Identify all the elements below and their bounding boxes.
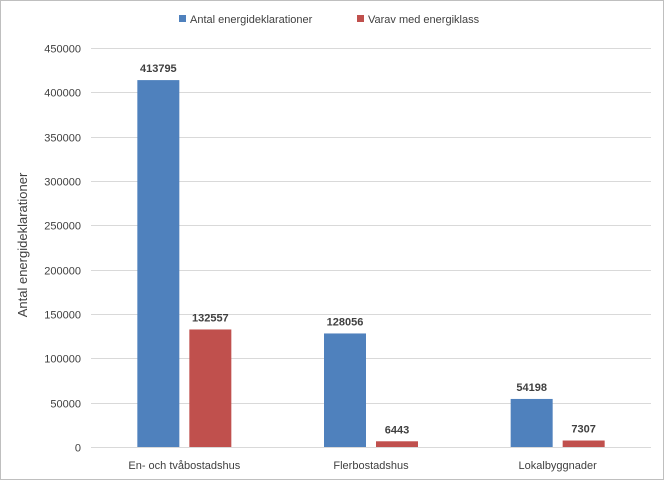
y-tick-label: 50000	[50, 399, 81, 411]
bar	[562, 440, 605, 447]
y-tick-label: 250000	[44, 221, 81, 233]
bar	[510, 398, 553, 447]
y-tick-label: 350000	[44, 133, 81, 145]
legend-label: Varav med energiklass	[368, 14, 480, 26]
legend-swatch	[179, 15, 186, 22]
data-label: 7307	[571, 424, 595, 436]
legend: Antal energideklarationer Varav med energ…	[179, 14, 480, 26]
x-tick-label: Lokalbyggnader	[519, 460, 598, 472]
data-label: 413795	[140, 63, 177, 75]
bar	[189, 329, 232, 447]
data-label: 128056	[327, 316, 364, 328]
y-tick-label: 450000	[44, 44, 81, 56]
labels: 0 50000 100000 150000 200000 250000 300000 3500…	[44, 44, 597, 473]
x-tick-label: Flerbostadshus	[333, 460, 409, 472]
bar	[137, 80, 180, 447]
y-tick-label: 400000	[44, 88, 81, 100]
y-tick-label: 150000	[44, 310, 81, 322]
legend-label: Antal energideklarationer	[190, 14, 313, 26]
data-label: 54198	[516, 382, 547, 394]
y-tick-label: 100000	[44, 354, 81, 366]
y-tick-label: 0	[75, 443, 81, 455]
x-tick-label: En- och tvåbostadshus	[128, 460, 240, 472]
bars	[137, 80, 605, 447]
gridlines	[91, 48, 651, 448]
data-label: 6443	[385, 424, 409, 436]
data-label: 132557	[192, 312, 229, 324]
y-axis-title: Antal energideklarationer	[15, 172, 30, 317]
y-tick-label: 300000	[44, 177, 81, 189]
bar	[376, 441, 418, 447]
legend-swatch	[357, 15, 364, 22]
y-tick-label: 200000	[44, 266, 81, 278]
bar	[324, 333, 366, 447]
